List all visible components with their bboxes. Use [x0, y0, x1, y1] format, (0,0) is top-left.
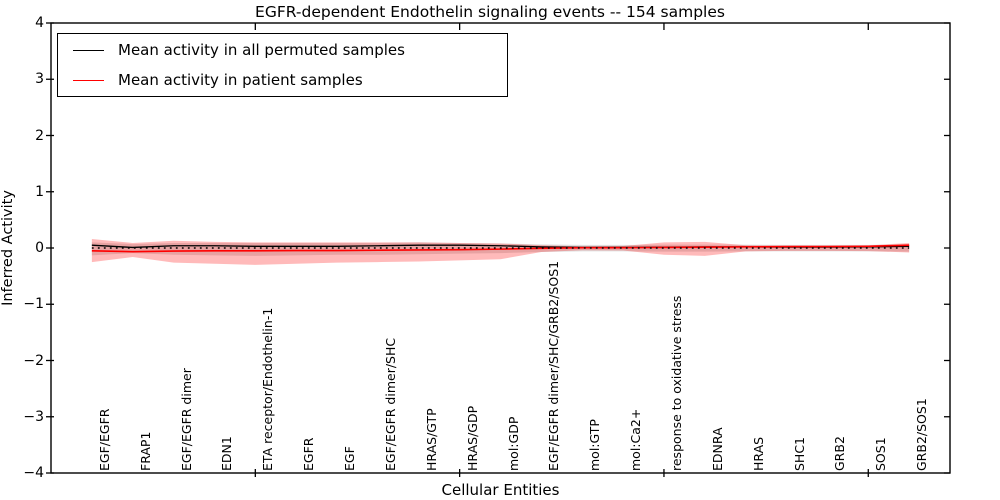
y-tick-label: −3 [23, 408, 44, 425]
y-tick-label: 4 [35, 15, 44, 31]
legend: Mean activity in all permuted samples Me… [57, 33, 508, 97]
x-category-label: SHC1 [791, 436, 807, 471]
y-tick-label: 2 [35, 127, 44, 144]
x-category-label: mol:GTP [587, 419, 603, 471]
x-category-label: EGFR [301, 437, 317, 471]
x-category-label: mol:GDP [505, 416, 521, 471]
chart-title: EGFR-dependent Endothelin signaling even… [255, 3, 725, 21]
x-category-label: EDNRA [709, 427, 725, 471]
x-category-label: EGF [342, 446, 358, 471]
x-category-label: response to oxidative stress [668, 295, 684, 471]
y-tick-label: 1 [35, 183, 44, 200]
x-category-label: mol:Ca2+ [628, 408, 644, 471]
x-category-label: SOS1 [873, 437, 889, 471]
x-category-label: FRAP1 [137, 431, 153, 471]
x-category-label: EGF/EGFR [96, 408, 112, 471]
legend-entry-permuted: Mean activity in all permuted samples [58, 36, 507, 64]
x-category-label: GRB2/SOS1 [914, 398, 930, 471]
x-category-label: HRAS/GDP [464, 405, 480, 471]
legend-line-permuted-icon [73, 49, 104, 51]
patient-std-band [91, 239, 910, 265]
patient-mean-line [91, 244, 910, 253]
x-category-label: EGF/EGFR dimer/SHC/GRB2/SOS1 [546, 260, 562, 471]
x-category-label: EGF/EGFR dimer/SHC [382, 337, 398, 471]
legend-label-patient: Mean activity in patient samples [118, 71, 363, 89]
legend-label-permuted: Mean activity in all permuted samples [118, 41, 405, 59]
y-tick-label: −4 [23, 465, 44, 481]
y-tick-label: 3 [35, 71, 44, 88]
legend-line-patient-icon [73, 79, 104, 81]
y-tick-label: 0 [35, 240, 44, 256]
legend-entry-patient: Mean activity in patient samples [58, 66, 507, 94]
y-tick-label: −2 [23, 352, 44, 369]
x-category-label: HRAS [750, 436, 766, 471]
y-tick-label: −1 [23, 296, 44, 313]
x-category-label: ETA receptor/Endothelin-1 [260, 307, 276, 471]
x-category-label: HRAS/GTP [423, 408, 439, 471]
x-category-label: EGF/EGFR dimer [178, 368, 194, 471]
x-category-label: GRB2 [832, 436, 848, 471]
x-category-label: EDN1 [219, 436, 235, 471]
x-axis-label: Cellular Entities [441, 481, 560, 499]
